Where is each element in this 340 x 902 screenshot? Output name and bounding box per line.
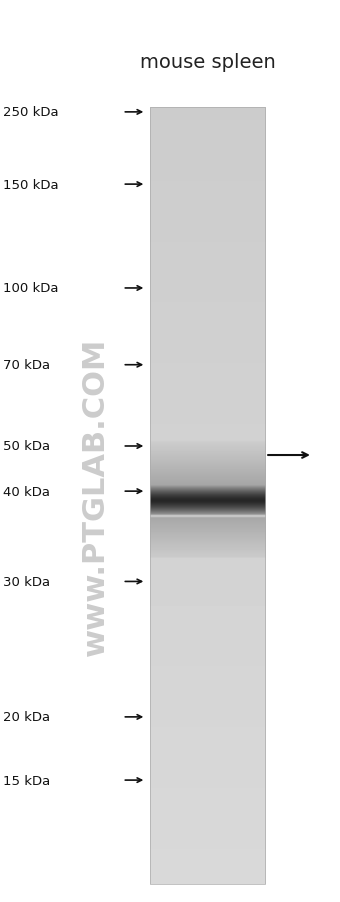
Text: 50 kDa: 50 kDa bbox=[3, 440, 51, 453]
Text: 100 kDa: 100 kDa bbox=[3, 282, 59, 295]
Text: mouse spleen: mouse spleen bbox=[139, 53, 275, 72]
Text: www.PTGLAB.COM: www.PTGLAB.COM bbox=[81, 337, 110, 655]
Text: 150 kDa: 150 kDa bbox=[3, 179, 59, 191]
Text: 70 kDa: 70 kDa bbox=[3, 359, 51, 372]
Text: 30 kDa: 30 kDa bbox=[3, 575, 51, 588]
Text: 250 kDa: 250 kDa bbox=[3, 106, 59, 119]
Text: 15 kDa: 15 kDa bbox=[3, 774, 51, 787]
Text: 20 kDa: 20 kDa bbox=[3, 711, 51, 723]
Text: 40 kDa: 40 kDa bbox=[3, 485, 50, 498]
